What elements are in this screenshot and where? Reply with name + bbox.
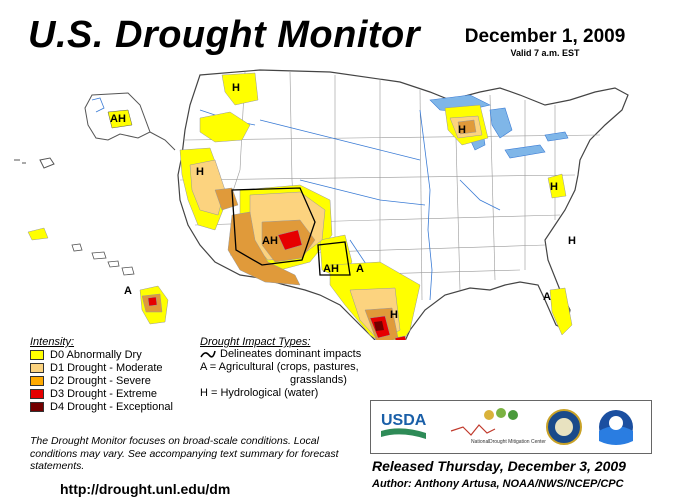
map-title: U.S. Drought Monitor <box>28 14 421 56</box>
impact-title: Drought Impact Types: <box>200 336 311 348</box>
swatch-d2 <box>30 375 44 386</box>
doc-seal-icon <box>546 409 582 445</box>
swatch-d3 <box>30 388 44 399</box>
label-wa-h: H <box>232 82 240 94</box>
impact-delineates-label: Delineates dominant impacts <box>220 348 362 360</box>
label-alaska-ah: AH <box>110 113 126 125</box>
legend-label-d2: D2 Drought - Severe <box>50 374 151 387</box>
website-link[interactable]: http://drought.unl.edu/dm <box>60 481 231 497</box>
label-hawaii-a: A <box>124 285 132 297</box>
label-arizona-ah: AH <box>262 235 278 247</box>
d4-areas <box>374 321 384 331</box>
impact-agricultural-cont: grasslands) <box>290 374 347 386</box>
legend-item-d1: D1 Drought - Moderate <box>30 361 173 374</box>
ndmc-logo: National Drought Mitigation Center <box>450 408 546 445</box>
legend-item-d0: D0 Abnormally Dry <box>30 348 173 361</box>
label-michigan-h: H <box>458 124 466 136</box>
author-credit: Author: Anthony Artusa, NOAA/NWS/NCEP/CP… <box>372 478 624 490</box>
noaa-logo-icon <box>599 410 633 445</box>
intensity-title: Intensity: <box>30 336 75 348</box>
label-va-h: H <box>568 235 576 247</box>
release-date: Released Thursday, December 3, 2009 <box>372 458 626 474</box>
label-ny-h: H <box>550 181 558 193</box>
ndmc-text-1: National <box>471 439 489 445</box>
legend-item-d3: D3 Drought - Extreme <box>30 387 173 400</box>
legend-label-d0: D0 Abnormally Dry <box>50 348 142 361</box>
usda-logo: USDA <box>381 412 427 439</box>
legend-label-d1: D1 Drought - Moderate <box>50 361 163 374</box>
label-newmexico-ah: AH <box>323 263 339 275</box>
valid-time: Valid 7 a.m. EST <box>510 48 580 58</box>
intensity-legend: Intensity: D0 Abnormally Dry D1 Drought … <box>30 336 173 413</box>
impact-legend: Drought Impact Types: Delineates dominan… <box>200 336 380 400</box>
map-date: December 1, 2009 <box>464 26 626 47</box>
usda-text: USDA <box>381 412 427 429</box>
alaska <box>14 92 176 169</box>
impact-agricultural: A = Agricultural (crops, pastures, <box>200 361 359 373</box>
legend-label-d4: D4 Drought - Exceptional <box>50 400 173 413</box>
delineation-line-icon <box>200 350 216 358</box>
legend-item-d4: D4 Drought - Exceptional <box>30 400 173 413</box>
label-oregon-h: H <box>196 166 204 178</box>
label-texas-a: A <box>356 263 364 275</box>
swatch-d4 <box>30 401 44 412</box>
ndmc-text-2: Drought Mitigation Center <box>489 439 546 445</box>
conus <box>27 69 629 340</box>
legend-item-d2: D2 Drought - Severe <box>30 374 173 387</box>
impact-delineates: Delineates dominant impacts <box>200 348 380 361</box>
swatch-d0 <box>30 349 44 360</box>
disclaimer-note: The Drought Monitor focuses on broad-sca… <box>30 435 339 472</box>
impact-hydrological: H = Hydrological (water) <box>200 387 319 399</box>
agency-logos: USDA National Drought Mitigation Center <box>370 400 652 454</box>
drought-map: H AH H AH AH A H H H H A A <box>14 69 629 340</box>
legend-label-d3: D3 Drought - Extreme <box>50 387 157 400</box>
label-texas-h: H <box>390 309 398 321</box>
label-florida-a: A <box>543 291 551 303</box>
swatch-d1 <box>30 362 44 373</box>
